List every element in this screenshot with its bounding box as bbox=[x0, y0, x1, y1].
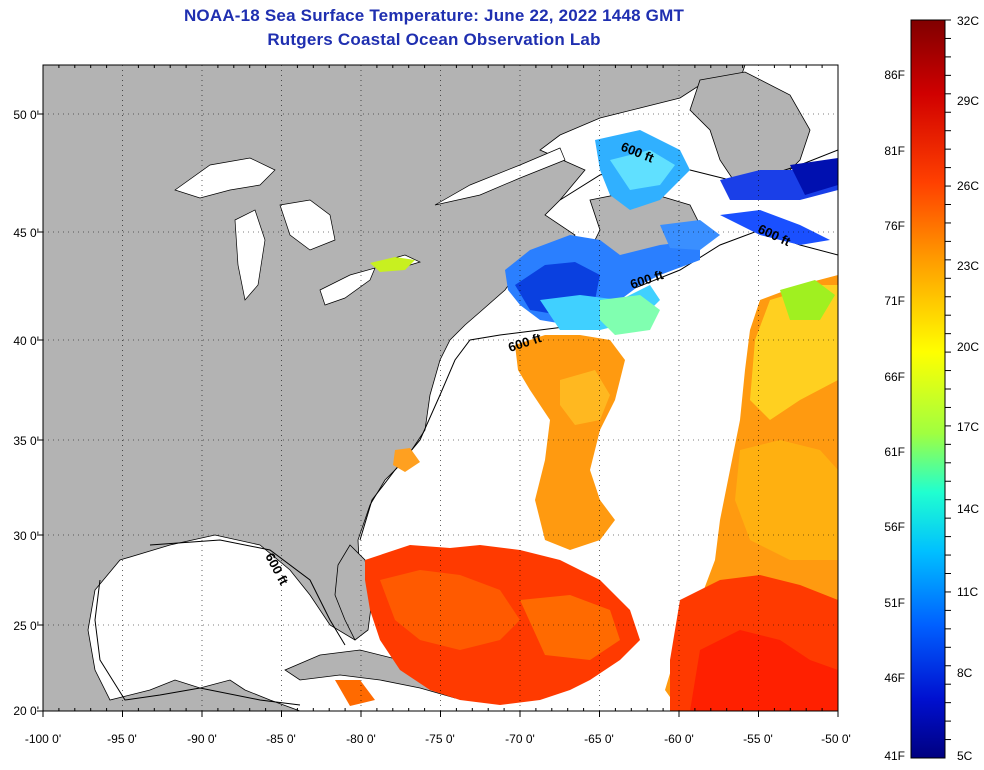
colorbar-fahrenheit-labels: 86F 81F 76F 71F 66F 61F 56F 51F 46F 41F bbox=[884, 68, 905, 763]
longitude-labels: -100 0' -95 0' -90 0' -85 0' -80 0' -75 … bbox=[25, 732, 851, 746]
lon-label: -95 0' bbox=[107, 732, 137, 746]
map-subtitle: Rutgers Coastal Ocean Observation Lab bbox=[267, 30, 601, 49]
lat-label: 30 0' bbox=[13, 529, 39, 543]
celsius-label: 11C bbox=[957, 585, 978, 599]
fahrenheit-label: 76F bbox=[884, 219, 905, 233]
lon-label: -50 0' bbox=[821, 732, 851, 746]
celsius-label: 29C bbox=[957, 94, 979, 108]
fahrenheit-label: 61F bbox=[884, 445, 905, 459]
lon-label: -80 0' bbox=[346, 732, 376, 746]
lon-label: -55 0' bbox=[743, 732, 773, 746]
celsius-label: 26C bbox=[957, 179, 979, 193]
celsius-label: 32C bbox=[957, 14, 979, 28]
sst-observations bbox=[335, 130, 838, 711]
latitude-labels: 20 0' 25 0' 30 0' 35 0' 40 0' 45 0' 50 0… bbox=[13, 108, 39, 718]
fahrenheit-label: 86F bbox=[884, 68, 905, 82]
fahrenheit-label: 56F bbox=[884, 520, 905, 534]
lat-label: 25 0' bbox=[13, 619, 39, 633]
map-title: NOAA-18 Sea Surface Temperature: June 22… bbox=[183, 6, 685, 25]
lon-label: -65 0' bbox=[584, 732, 614, 746]
lat-label: 45 0' bbox=[13, 226, 39, 240]
celsius-label: 8C bbox=[957, 666, 973, 680]
colorbar bbox=[910, 19, 946, 759]
fahrenheit-label: 46F bbox=[884, 671, 905, 685]
celsius-label: 23C bbox=[957, 259, 979, 273]
lat-label: 40 0' bbox=[13, 334, 39, 348]
fahrenheit-label: 71F bbox=[884, 294, 905, 308]
fahrenheit-label: 66F bbox=[884, 370, 905, 384]
fahrenheit-label: 41F bbox=[884, 749, 905, 763]
fahrenheit-label: 51F bbox=[884, 596, 905, 610]
lat-label: 20 0' bbox=[13, 704, 39, 718]
celsius-label: 14C bbox=[957, 502, 979, 516]
colorbar-celsius-labels: 32C 29C 26C 23C 20C 17C 14C 11C 8C 5C bbox=[957, 14, 979, 763]
celsius-label: 20C bbox=[957, 340, 979, 354]
colorbar-ticks bbox=[945, 19, 951, 741]
celsius-label: 17C bbox=[957, 420, 979, 434]
celsius-label: 5C bbox=[957, 749, 973, 763]
fahrenheit-label: 81F bbox=[884, 144, 905, 158]
lat-label: 50 0' bbox=[13, 108, 39, 122]
frame-ticks bbox=[37, 65, 839, 717]
lon-label: -85 0' bbox=[266, 732, 296, 746]
lon-label: -60 0' bbox=[664, 732, 694, 746]
lon-label: -100 0' bbox=[25, 732, 61, 746]
lat-label: 35 0' bbox=[13, 434, 39, 448]
lon-label: -70 0' bbox=[505, 732, 535, 746]
lon-label: -75 0' bbox=[425, 732, 455, 746]
lon-label: -90 0' bbox=[187, 732, 217, 746]
